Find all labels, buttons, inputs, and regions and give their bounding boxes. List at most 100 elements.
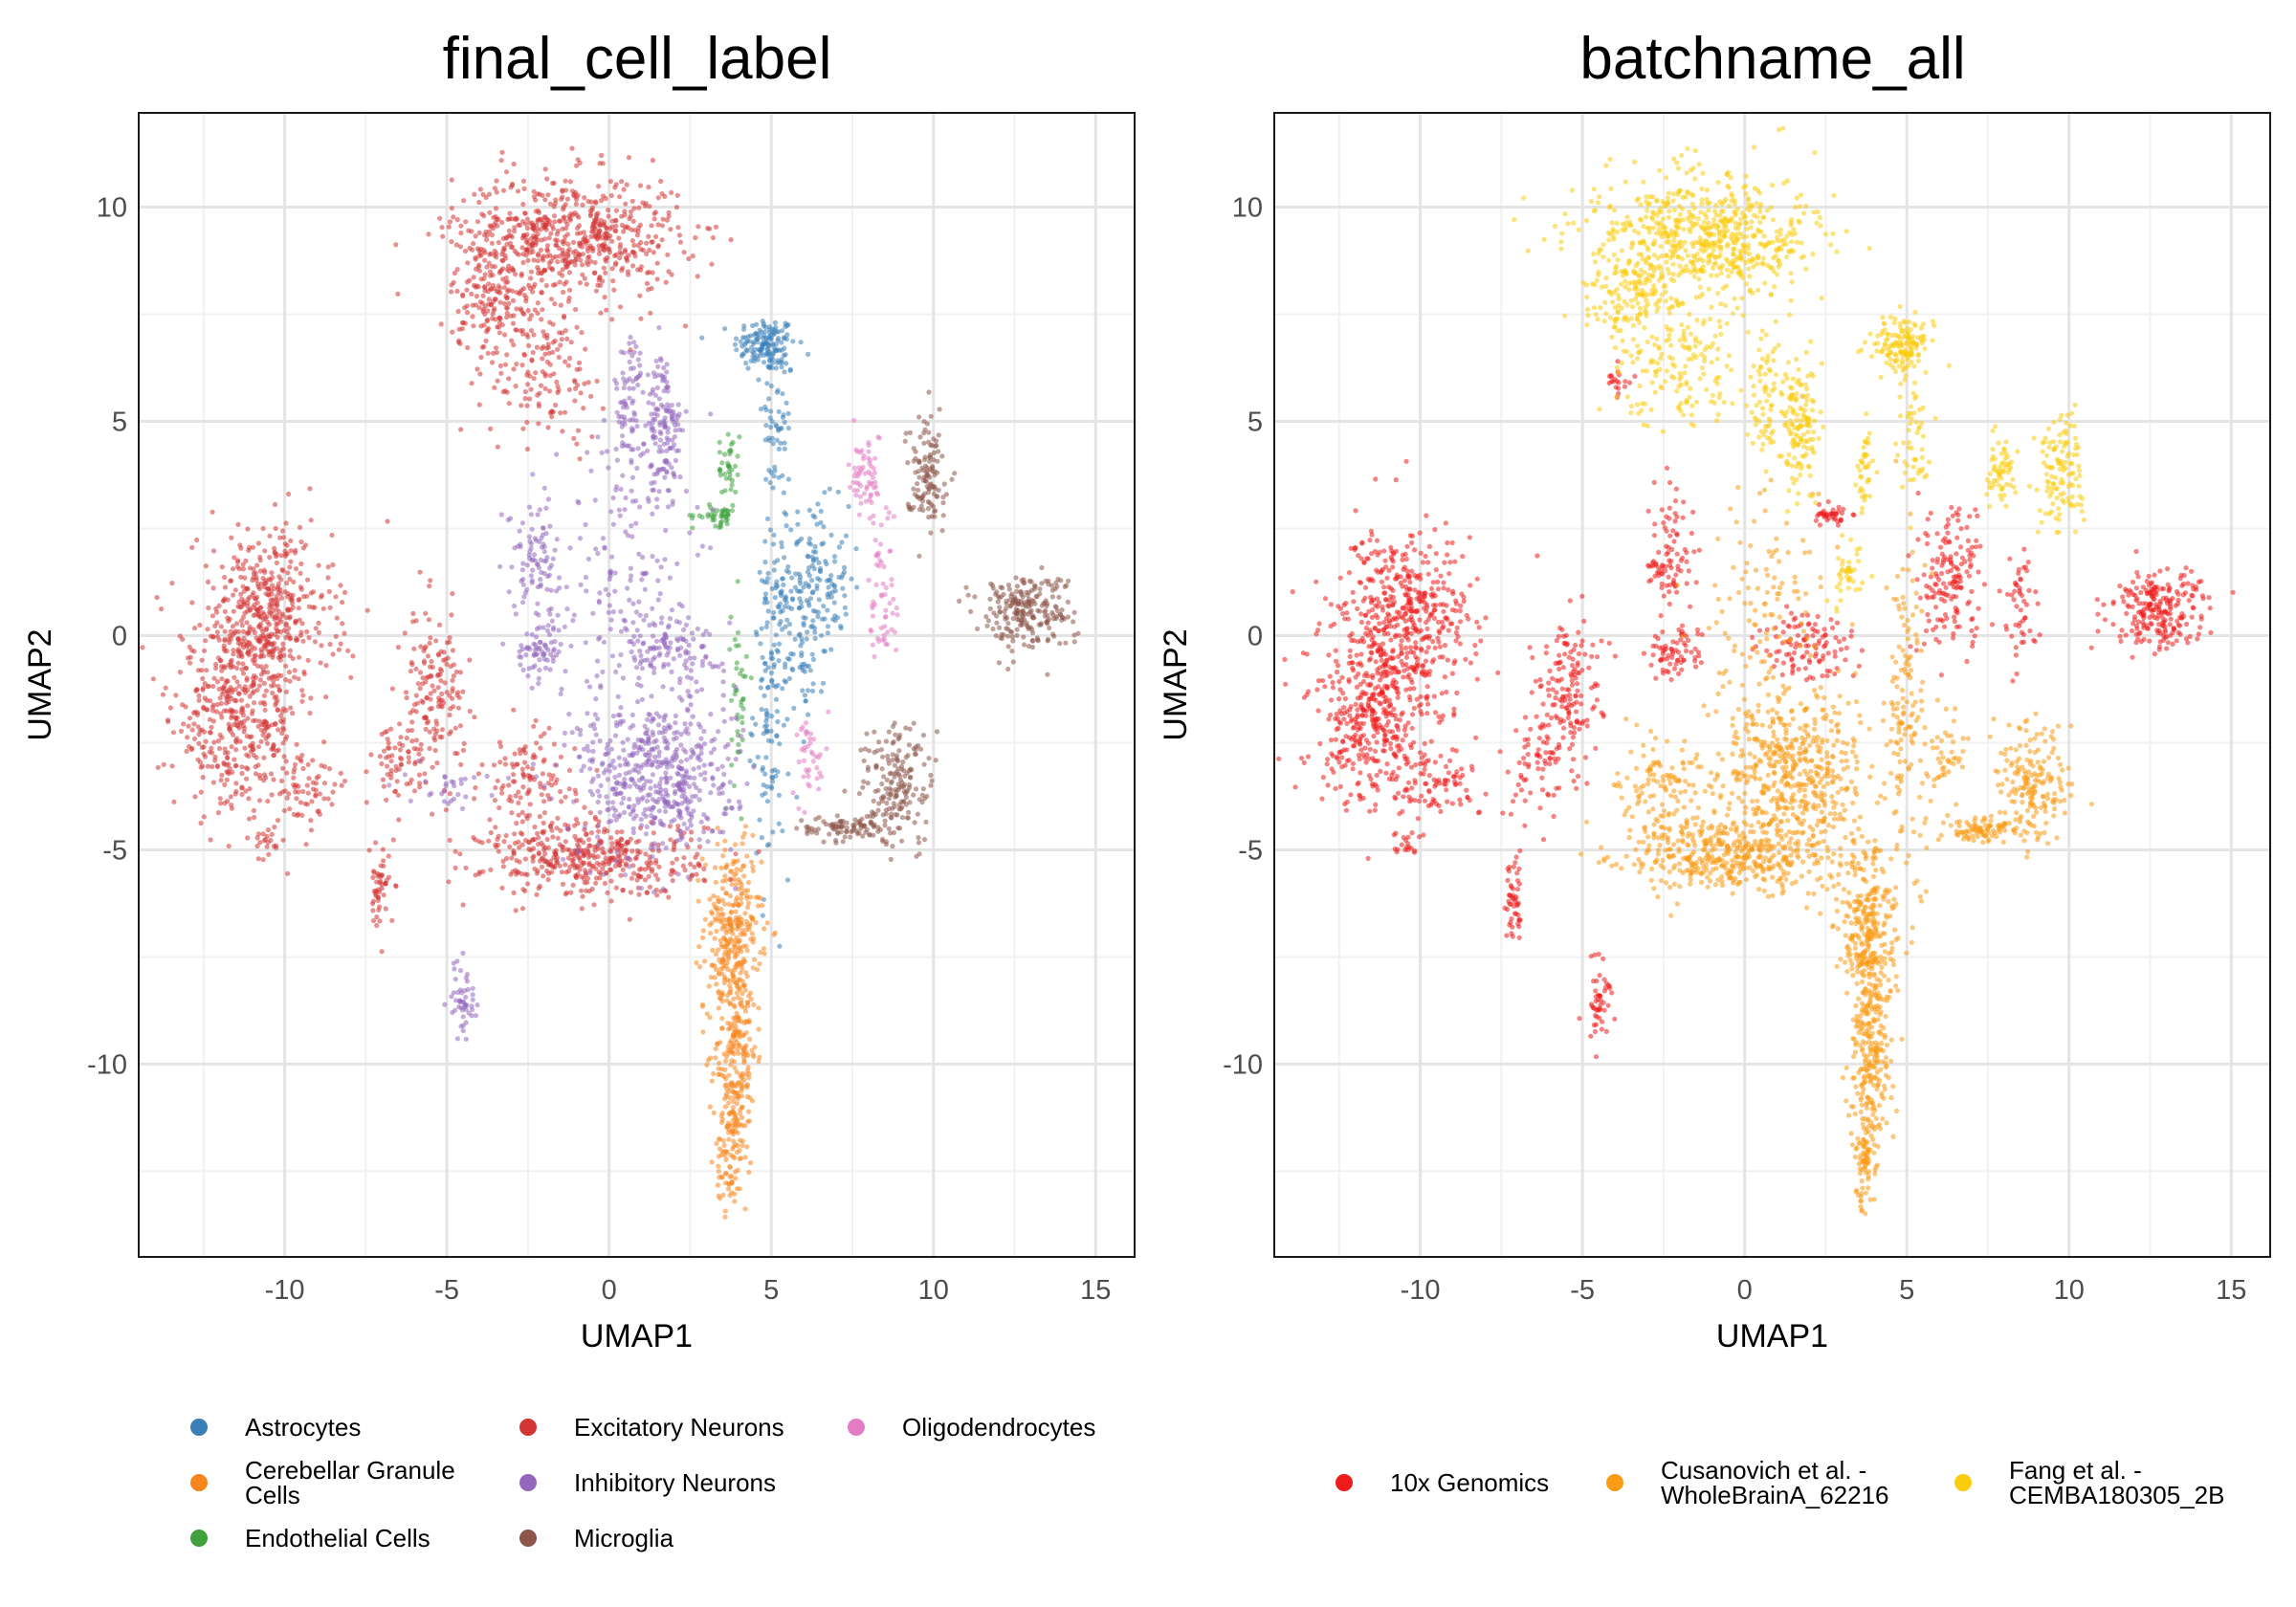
data-point bbox=[592, 814, 598, 820]
data-point bbox=[667, 616, 673, 622]
data-point bbox=[750, 322, 756, 329]
data-point bbox=[517, 845, 522, 850]
data-point bbox=[547, 219, 553, 225]
data-point bbox=[621, 781, 627, 786]
data-point bbox=[707, 1104, 713, 1110]
data-point bbox=[629, 417, 636, 423]
data-point bbox=[627, 216, 632, 222]
data-point bbox=[531, 853, 537, 859]
data-point bbox=[300, 693, 306, 698]
data-point bbox=[447, 837, 453, 844]
data-point bbox=[544, 657, 550, 663]
data-point bbox=[722, 806, 728, 812]
data-point bbox=[689, 630, 695, 636]
data-point bbox=[520, 887, 526, 892]
data-point bbox=[730, 931, 736, 936]
data-point bbox=[530, 858, 536, 864]
data-point bbox=[453, 865, 458, 871]
data-point bbox=[807, 541, 814, 547]
data-point bbox=[562, 624, 568, 629]
data-point bbox=[738, 748, 743, 755]
data-point bbox=[819, 616, 826, 622]
data-point bbox=[728, 804, 735, 811]
data-point bbox=[754, 966, 761, 973]
data-point bbox=[506, 228, 512, 233]
data-point bbox=[776, 336, 782, 341]
data-point bbox=[606, 806, 611, 812]
data-point bbox=[584, 831, 589, 838]
data-point bbox=[260, 525, 266, 532]
data-point bbox=[537, 667, 542, 673]
data-point bbox=[264, 844, 270, 849]
data-point bbox=[416, 751, 422, 757]
data-point bbox=[733, 909, 739, 914]
data-point bbox=[660, 730, 666, 736]
data-point bbox=[531, 652, 537, 658]
data-point bbox=[340, 600, 345, 605]
data-point bbox=[228, 578, 233, 584]
data-point bbox=[785, 605, 792, 610]
data-point bbox=[720, 668, 727, 673]
data-point bbox=[637, 373, 643, 379]
data-point bbox=[722, 1214, 728, 1220]
data-point bbox=[722, 488, 728, 494]
data-point bbox=[648, 785, 653, 791]
data-point bbox=[735, 858, 740, 864]
data-point bbox=[699, 856, 705, 862]
data-point bbox=[544, 627, 551, 633]
data-point bbox=[529, 685, 535, 691]
data-point bbox=[460, 902, 466, 908]
data-point bbox=[235, 691, 241, 696]
data-point bbox=[722, 901, 728, 907]
data-point bbox=[758, 950, 763, 956]
data-point bbox=[629, 649, 634, 655]
data-point bbox=[706, 983, 712, 989]
data-point bbox=[803, 698, 808, 704]
data-point bbox=[593, 288, 600, 294]
data-point bbox=[612, 377, 618, 383]
data-point bbox=[684, 842, 690, 848]
data-point bbox=[292, 761, 298, 767]
data-point bbox=[254, 574, 259, 581]
data-point bbox=[774, 389, 781, 395]
data-point bbox=[710, 947, 716, 954]
data-point bbox=[716, 729, 721, 735]
data-point bbox=[547, 862, 554, 868]
data-point bbox=[614, 385, 620, 391]
data-point bbox=[287, 648, 293, 653]
data-point bbox=[319, 643, 324, 649]
data-point bbox=[288, 548, 294, 554]
data-point bbox=[541, 810, 548, 816]
data-point bbox=[711, 1110, 717, 1115]
data-point bbox=[203, 563, 209, 569]
data-point bbox=[251, 612, 256, 619]
data-point bbox=[496, 842, 501, 848]
data-point bbox=[307, 710, 313, 716]
data-point bbox=[240, 614, 246, 620]
data-point bbox=[428, 578, 433, 583]
data-point bbox=[631, 206, 637, 211]
data-point bbox=[338, 770, 343, 777]
data-point bbox=[779, 357, 784, 363]
data-point bbox=[477, 251, 483, 256]
data-point bbox=[510, 869, 516, 874]
data-point bbox=[377, 918, 383, 924]
data-point bbox=[409, 719, 415, 725]
data-point bbox=[552, 849, 558, 855]
data-point bbox=[235, 521, 241, 528]
data-point bbox=[806, 507, 812, 514]
data-point bbox=[595, 716, 601, 722]
data-point bbox=[663, 770, 669, 776]
data-point bbox=[504, 296, 510, 301]
data-point bbox=[462, 320, 468, 326]
data-point bbox=[740, 727, 746, 733]
data-point bbox=[535, 512, 541, 517]
data-point bbox=[602, 880, 608, 887]
data-point bbox=[295, 637, 300, 643]
data-point bbox=[297, 654, 302, 660]
data-point bbox=[561, 207, 566, 212]
data-point bbox=[809, 554, 815, 561]
data-point bbox=[783, 624, 788, 629]
data-point bbox=[807, 596, 814, 602]
data-point bbox=[723, 1076, 729, 1082]
